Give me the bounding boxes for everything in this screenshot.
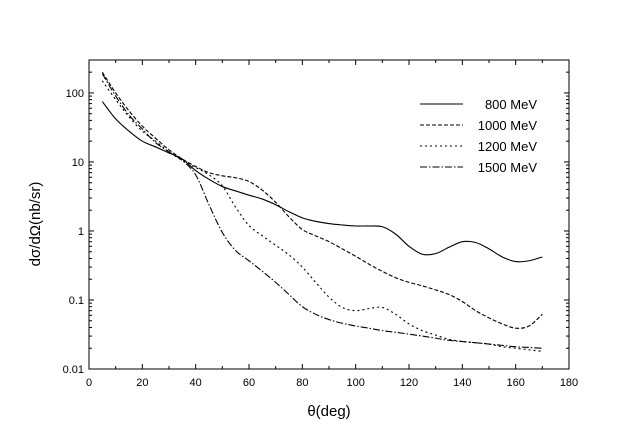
x-tick-label: 0: [86, 377, 92, 389]
series-line-2: [101, 71, 543, 329]
y-axis-label: dσ/dΩ(nb/sr): [27, 182, 44, 267]
x-axis-label: θ(deg): [307, 403, 350, 420]
x-tick-label: 140: [453, 377, 471, 389]
x-tick-label: 80: [296, 377, 308, 389]
x-tick-label: 20: [136, 377, 148, 389]
legend-label-2: 1000 MeV: [478, 118, 538, 133]
x-tick-label: 180: [560, 377, 578, 389]
legend-label-4: 1500 MeV: [478, 160, 538, 175]
y-tick-label: 100: [66, 88, 84, 100]
x-tick-label: 100: [346, 377, 364, 389]
y-tick-label: 0.01: [63, 364, 84, 376]
x-tick-label: 60: [243, 377, 255, 389]
x-tick-label: 120: [400, 377, 418, 389]
y-tick-label: 10: [72, 157, 84, 169]
series-line-4: [101, 73, 543, 349]
x-tick-label: 160: [506, 377, 524, 389]
series-line-1: [101, 101, 543, 263]
x-tick-label: 40: [190, 377, 202, 389]
legend-label-3: 1200 MeV: [478, 139, 538, 154]
y-tick-label: 1: [78, 226, 84, 238]
legend-label-1: 800 MeV: [485, 97, 537, 112]
y-tick-label: 0.1: [69, 295, 84, 307]
series-line-3: [101, 80, 543, 352]
